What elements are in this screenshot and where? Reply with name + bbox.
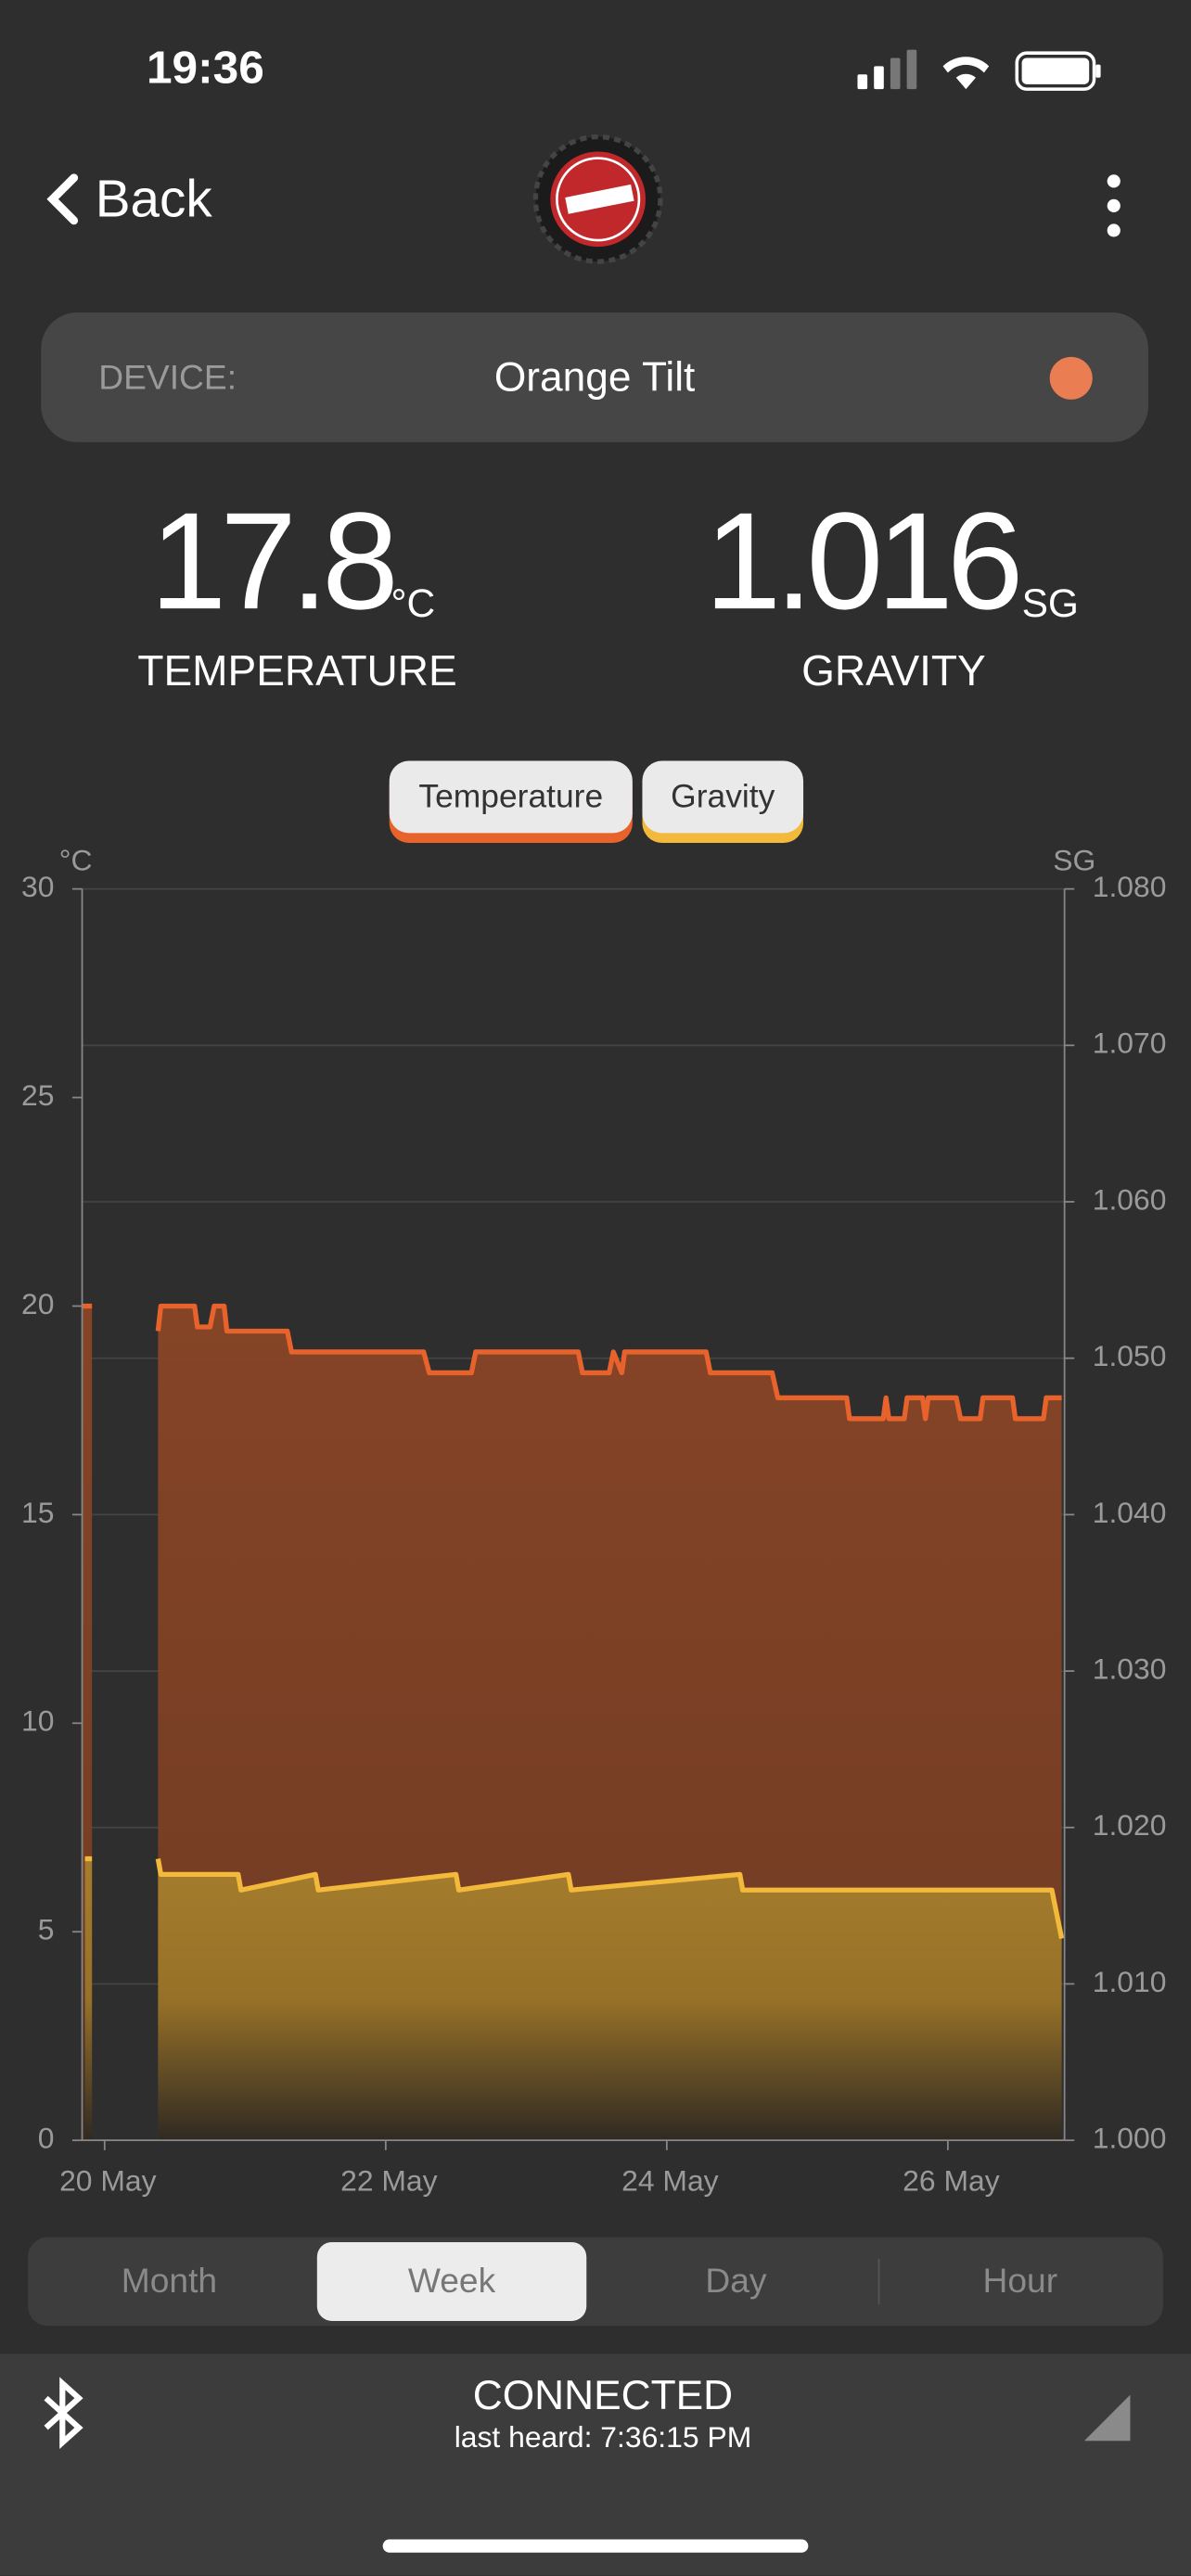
device-card[interactable] — [41, 312, 1148, 442]
logo — [532, 134, 663, 264]
device-name: Orange Tilt — [494, 354, 696, 400]
menu-button[interactable] — [1107, 174, 1121, 237]
y2-tick-label: 1.070 — [1093, 1027, 1167, 1060]
gravity-label: GRAVITY — [801, 646, 986, 695]
y2-tick-label: 1.040 — [1093, 1496, 1167, 1529]
area — [158, 1858, 1062, 2141]
x-tick-label: 26 May — [903, 2164, 1000, 2198]
legend-toggle[interactable] — [389, 760, 633, 834]
y-tick-label: 0 — [38, 2122, 55, 2155]
range-tab[interactable]: Day — [705, 2261, 767, 2300]
clock: 19:36 — [147, 42, 264, 94]
area — [84, 1858, 93, 2141]
temperature-label: TEMPERATURE — [137, 646, 456, 695]
legend-label[interactable]: Gravity — [671, 778, 775, 815]
range-tab[interactable]: Hour — [983, 2261, 1058, 2300]
y2-tick-label: 1.080 — [1093, 870, 1167, 903]
y-tick-label: 30 — [21, 870, 54, 903]
temperature-unit: °C — [391, 582, 436, 626]
tab-selected[interactable] — [316, 2241, 587, 2321]
tab-group: Month Week Day Hour — [122, 2241, 1058, 2321]
chart: 1.000 1.010 1.020 1.030 1.040 1.050 1.060 1.070… — [21, 760, 1167, 2198]
device-color — [1049, 356, 1093, 400]
signal-icon — [1083, 2394, 1131, 2442]
y2-tick-label: 1.020 — [1093, 1808, 1167, 1842]
y-tick-label: 10 — [21, 1704, 54, 1738]
y2-tick-label: 1.030 — [1093, 1652, 1167, 1686]
device-label: DEVICE: — [98, 357, 237, 396]
back-chevron[interactable] — [46, 173, 79, 225]
x-tick-label: 22 May — [340, 2164, 438, 2198]
x-tick-label: 24 May — [621, 2164, 719, 2198]
line — [155, 1303, 1062, 1422]
y2-tick-label: 1.010 — [1093, 1965, 1167, 1998]
gravity-unit: SG — [1022, 582, 1079, 626]
y-tick-label: 25 — [21, 1078, 54, 1112]
y2-tick-label: 1.060 — [1093, 1182, 1167, 1216]
legend-label[interactable]: Temperature — [418, 778, 603, 815]
footer — [0, 2353, 1191, 2576]
y-axis-label: °C — [59, 844, 93, 877]
legend-toggle[interactable] — [642, 760, 804, 834]
y-tick-label: 5 — [38, 1913, 55, 1946]
y2-tick-label: 1.050 — [1093, 1339, 1167, 1372]
bluetooth-icon — [44, 2377, 83, 2449]
home-indicator — [382, 2539, 809, 2553]
gravity-value: 1.016 — [705, 483, 1018, 638]
y2-tick-label: 1.000 — [1093, 2122, 1167, 2155]
connection-status: CONNECTED — [473, 2373, 733, 2418]
x-tick-label: 20 May — [59, 2164, 157, 2198]
line — [155, 1858, 1065, 1940]
y-tick-label: 20 — [21, 1287, 54, 1320]
status-icons — [857, 49, 1101, 91]
range-tab[interactable]: Month — [122, 2261, 217, 2300]
temperature-value: 17.8 — [150, 483, 394, 638]
range-tab[interactable]: Week — [408, 2261, 496, 2300]
y2-axis-label: SG — [1053, 844, 1095, 877]
y-tick-label: 15 — [21, 1496, 54, 1529]
back-button[interactable]: Back — [96, 170, 213, 228]
last-heard: last heard: 7:36:15 PM — [455, 2420, 752, 2454]
